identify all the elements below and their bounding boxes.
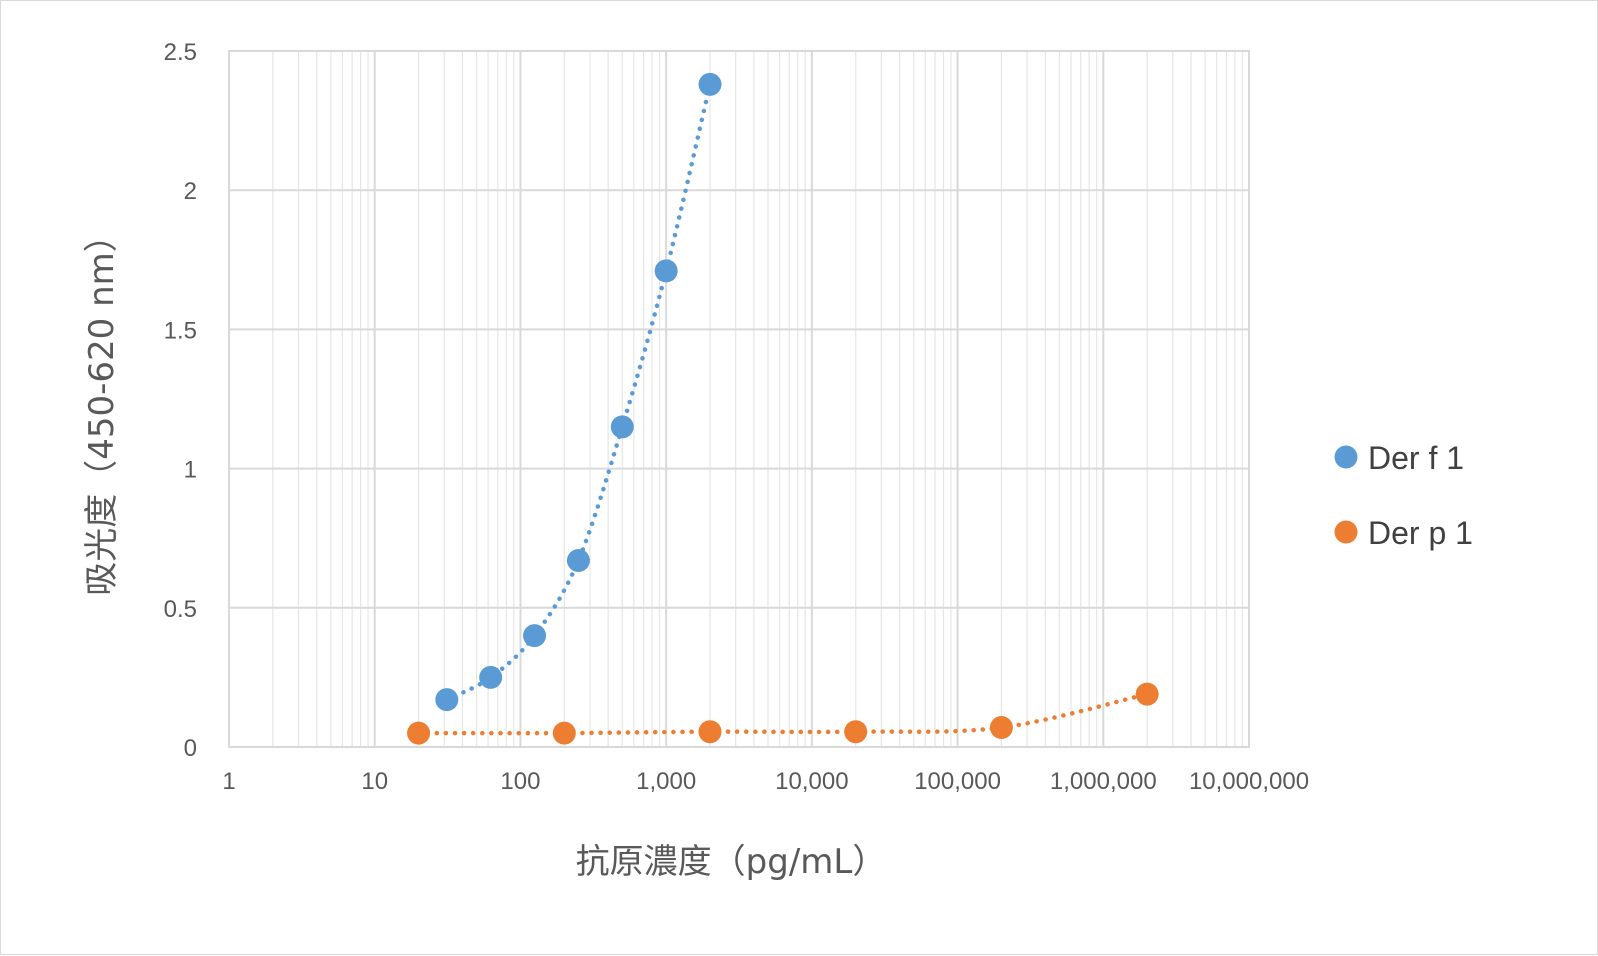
series-1 [435, 72, 722, 712]
minor-gridlines [272, 51, 1243, 747]
y-tick-label: 1 [184, 457, 197, 484]
legend-marker [1334, 520, 1358, 544]
data-point [698, 720, 722, 744]
plot-border-rect [228, 50, 1250, 748]
y-tick-label: 0 [184, 735, 197, 762]
data-point [989, 716, 1013, 740]
x-tick-label: 1,000,000 [1050, 768, 1157, 795]
data-point [435, 688, 459, 712]
x-tick-label: 1,000 [636, 768, 696, 795]
x-axis-tick-labels: 1 10 100 1,000 10,000 100,000 1,000,000 10,000,… [222, 768, 1309, 795]
y-axis-title: 吸光度（450-620 nm） [82, 218, 122, 596]
data-point [844, 720, 868, 744]
series-trendline [444, 82, 713, 702]
legend-label: Der f 1 [1368, 440, 1464, 476]
data-point [479, 665, 503, 689]
data-point [698, 72, 722, 96]
x-tick-label: 10,000,000 [1189, 768, 1309, 795]
y-tick-label: 1.5 [164, 317, 197, 344]
legend-label: Der p 1 [1368, 515, 1473, 551]
data-point [523, 624, 547, 648]
data-point [407, 721, 431, 745]
plot-area-border [228, 50, 1250, 748]
y-tick-label: 2 [184, 178, 197, 205]
x-tick-label: 10,000 [775, 768, 848, 795]
legend: Der f 1 Der p 1 [1334, 440, 1473, 551]
data-point [610, 415, 634, 439]
x-tick-label: 10 [361, 768, 388, 795]
data-point [1135, 682, 1159, 706]
data-point [654, 259, 678, 283]
x-tick-label: 100,000 [914, 768, 1001, 795]
series-layer [407, 72, 1159, 745]
major-gridlines [228, 50, 1250, 748]
x-tick-label: 1 [222, 768, 235, 795]
y-tick-label: 2.5 [164, 39, 197, 66]
series-2 [407, 682, 1159, 745]
y-tick-label: 0.5 [164, 596, 197, 623]
x-axis-title: 抗原濃度（pg/mL） [576, 842, 887, 882]
data-point [566, 548, 590, 572]
legend-marker [1334, 445, 1358, 469]
x-tick-label: 100 [500, 768, 540, 795]
y-axis-tick-labels: 0 0.5 1 1.5 2 2.5 [164, 39, 197, 762]
series-trendline [416, 691, 1150, 736]
data-point [552, 721, 576, 745]
